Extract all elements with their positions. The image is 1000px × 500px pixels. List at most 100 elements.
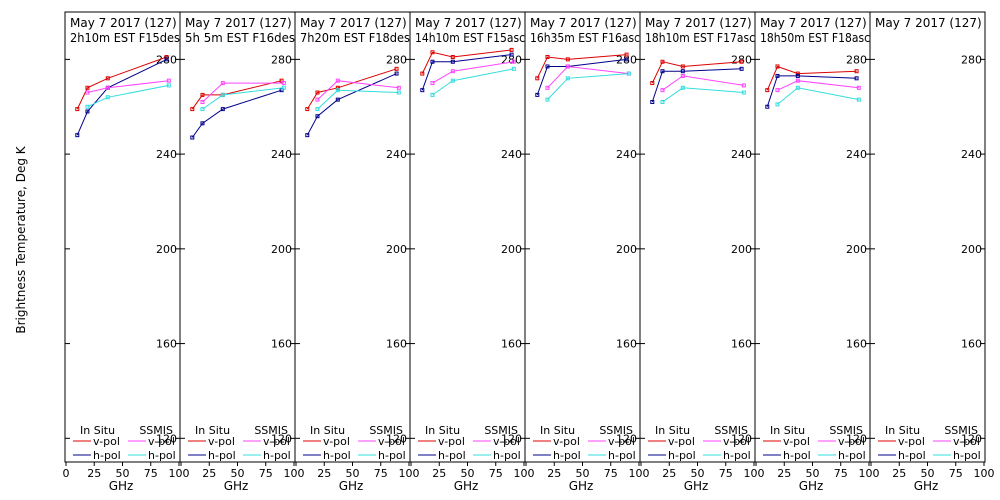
y-tick-label: 200 [731,243,752,256]
ssmis-vpol-line [547,65,629,89]
x-tick-label: 25 [547,467,561,480]
in-situ-vpol-point [854,69,859,74]
in-situ-hpol-point [765,104,770,109]
ssmis-hpol-point [335,88,340,93]
ssmis-vpol-point [200,100,205,104]
panel-frame [294,11,411,463]
legend-ssmis-title: SSMIS [484,424,518,437]
ssmis-hpol-line [87,84,169,108]
ssmis-hpol-point [166,83,171,88]
y-tick-label: 160 [386,338,407,351]
x-tick-label: 75 [489,467,503,480]
in-situ-hpol-point [279,88,284,93]
panel-3: May 7 2017 (127)7h20m EST F18des 120 160 20… [294,11,420,493]
in-situ-vpol-point [450,55,455,59]
panel-frame [409,11,526,463]
in-situ-vpol-point [279,78,284,83]
y-tick-label: 160 [501,338,522,351]
y-tick-label: 240 [731,148,752,161]
legend-in-situ-vpol-label: v-pol [438,435,465,448]
in-situ-vpol-point [509,47,514,52]
x-tick-label: 50 [346,467,360,480]
ssmis-hpol-line [317,89,399,110]
legend-in-situ-vpol-label: v-pol [93,435,120,448]
panel-title: May 7 2017 (127) [415,16,522,30]
in-situ-vpol-line [766,65,857,91]
legend-ssmis-vpol-label: v-pol [953,435,980,448]
y-tick-label: 240 [501,148,522,161]
in-situ-vpol-point [75,107,80,112]
x-tick-label: 75 [259,467,273,480]
in-situ-hpol-line [651,68,742,103]
panel-frame [524,11,641,463]
in-situ-hpol-point [545,64,550,69]
in-situ-vpol-line [536,54,627,79]
x-axis-label: GHz [684,479,709,493]
ssmis-vpol-point [680,73,685,78]
in-situ-vpol-point [650,81,655,86]
in-situ-hpol-point [305,133,310,138]
y-tick-label: 200 [961,243,982,256]
panel-1: May 7 2017 (127)2h10m EST F15des 120 160 20… [63,11,190,493]
ssmis-vpol-point [281,81,286,86]
legend-in-situ-title: In Situ [770,424,805,437]
ssmis-vpol-line [777,80,859,91]
x-tick-label: 100 [974,467,995,480]
in-situ-hpol-line [536,58,627,96]
ssmis-hpol-point [660,100,665,104]
x-axis-label: GHz [339,479,364,493]
ssmis-vpol-point [335,78,340,83]
panel-title: May 7 2017 (127) [645,16,752,30]
in-situ-vpol-point [105,76,110,81]
y-tick-label: 240 [846,148,867,161]
panel-5: May 7 2017 (127)16h35m EST F16asc 120 160 2… [524,11,650,493]
legend-in-situ-title: In Situ [425,424,460,437]
y-tick-label: 200 [501,243,522,256]
x-tick-label: 100 [744,467,765,480]
ssmis-hpol-point [105,95,110,100]
x-axis-label: GHz [454,479,479,493]
legend-in-situ-title: In Situ [195,424,230,437]
y-tick-label: 120 [501,432,522,445]
ssmis-hpol-line [547,73,629,100]
y-tick-label: 120 [961,432,982,445]
ssmis-hpol-point [430,92,435,97]
y-tick-label: 160 [271,338,292,351]
panel-frame [179,11,296,463]
y-tick-label: 240 [271,148,292,161]
in-situ-vpol-point [200,92,205,97]
ssmis-vpol-point [511,59,516,64]
panel-subtitle: 7h20m EST F18des [300,31,410,45]
in-situ-hpol-point [624,57,629,62]
panel-subtitle: 18h50m EST F18asc [760,31,870,45]
x-tick-label: 100 [859,467,880,480]
ssmis-vpol-point [430,81,435,86]
in-situ-hpol-point [220,107,225,112]
ssmis-hpol-point [680,85,685,90]
ssmis-hpol-point [396,90,401,95]
x-tick-label: 0 [63,467,70,480]
y-tick-label: 240 [386,148,407,161]
in-situ-hpol-line [306,73,397,136]
in-situ-hpol-point [200,121,205,126]
legend-ssmis-vpol-label: v-pol [608,435,635,448]
panel-7: May 7 2017 (127)18h50m EST F18asc 120 160 2… [754,11,880,493]
legend-ssmis-title: SSMIS [944,424,978,437]
x-tick-label: 75 [374,467,388,480]
legend-ssmis-hpol-label: h-pol [838,449,866,462]
x-tick-label: 25 [87,467,101,480]
panel-title: May 7 2017 (127) [875,16,982,30]
legend-ssmis-hpol-label: h-pol [608,449,636,462]
legend-ssmis-hpol-label: h-pol [953,449,981,462]
x-tick-label: 75 [144,467,158,480]
ssmis-hpol-point [626,71,631,76]
in-situ-hpol-point [535,92,540,97]
x-tick-label: 100 [399,467,420,480]
in-situ-hpol-point [450,59,455,64]
